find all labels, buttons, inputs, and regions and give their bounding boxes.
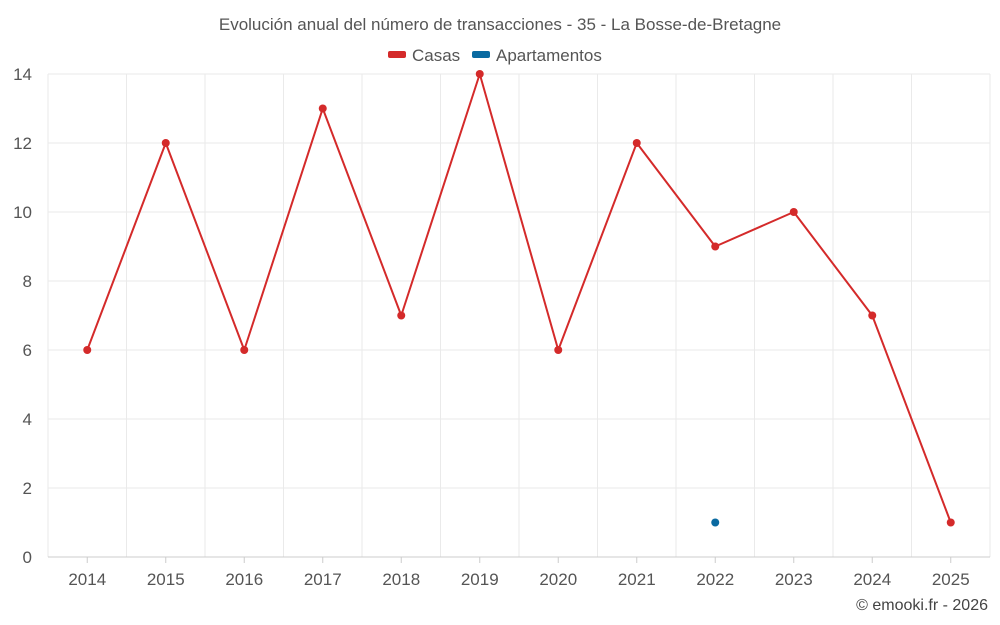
data-point-casas[interactable]: [789, 208, 798, 216]
series-apartamentos: [711, 518, 720, 527]
data-point-casas[interactable]: [711, 242, 720, 251]
y-tick-label: 10: [13, 203, 32, 222]
x-tick-label: 2014: [68, 570, 106, 589]
legend-label-casas: Casas: [412, 46, 460, 65]
x-tick-label: 2016: [225, 570, 263, 589]
data-point-casas[interactable]: [83, 346, 92, 354]
y-tick-label: 4: [23, 410, 32, 429]
data-point-casas[interactable]: [161, 139, 170, 147]
chart-title: Evolución anual del número de transaccio…: [219, 15, 781, 34]
legend-label-apartamentos: Apartamentos: [496, 46, 602, 65]
series-casas: [83, 70, 955, 527]
series: [83, 70, 955, 527]
series-line-casas: [86, 73, 952, 523]
x-tick-label: 2025: [932, 570, 970, 589]
x-tick-label: 2024: [853, 570, 891, 589]
data-point-apartamentos[interactable]: [711, 518, 720, 527]
x-tick-label: 2018: [382, 570, 420, 589]
y-tick-label: 14: [13, 65, 32, 84]
y-tick-label: 0: [23, 548, 32, 567]
y-tick-label: 6: [23, 341, 32, 360]
axes: 0 2 4 6 8 10 12 14 2014 2015 2016 2017 2018 2019 2020 2…: [13, 65, 990, 589]
x-tick-label: 2015: [147, 570, 185, 589]
legend-swatch-casas: [388, 51, 406, 58]
data-point-casas[interactable]: [946, 518, 955, 527]
grid: [47, 73, 991, 557]
x-tick-label: 2020: [539, 570, 577, 589]
legend-item-apartamentos[interactable]: Apartamentos: [472, 46, 602, 65]
y-tick-label: 8: [23, 272, 32, 291]
y-tick-label: 12: [13, 134, 32, 153]
data-point-casas[interactable]: [475, 70, 484, 78]
data-point-casas[interactable]: [240, 346, 249, 354]
data-point-casas[interactable]: [554, 346, 563, 354]
x-tick-label: 2017: [304, 570, 342, 589]
legend: Casas Apartamentos: [388, 46, 602, 65]
data-point-casas[interactable]: [397, 311, 406, 320]
credit-text: © emooki.fr - 2026: [856, 597, 988, 614]
legend-item-casas[interactable]: Casas: [388, 46, 460, 65]
x-tick-label: 2019: [461, 570, 499, 589]
x-tick-label: 2021: [618, 570, 656, 589]
x-tick-label: 2022: [696, 570, 734, 589]
data-point-casas[interactable]: [318, 104, 327, 113]
data-point-casas[interactable]: [868, 311, 877, 320]
legend-swatch-apartamentos: [472, 51, 490, 58]
x-tick-label: 2023: [775, 570, 813, 589]
y-tick-label: 2: [23, 479, 32, 498]
data-point-casas[interactable]: [632, 139, 641, 147]
